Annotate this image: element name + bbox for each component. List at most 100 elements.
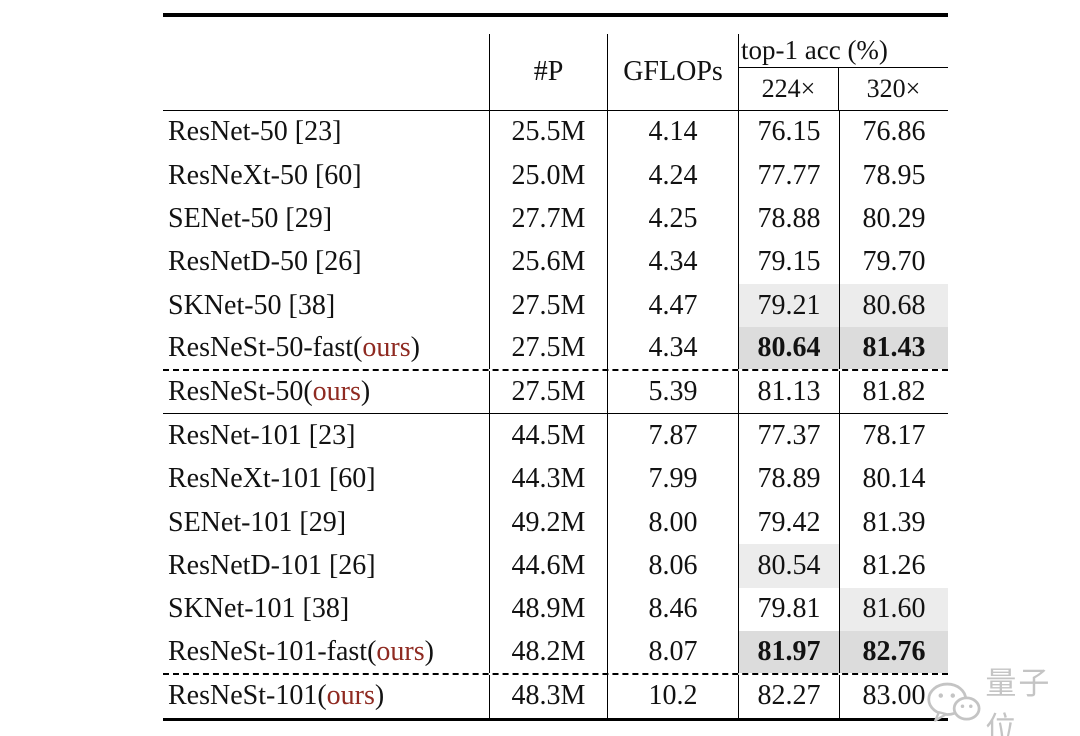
acc320-cell: 81.26 xyxy=(839,544,948,588)
gflops-cell: 4.24 xyxy=(607,153,738,198)
params-cell: 44.5M xyxy=(489,414,607,458)
acc320-cell: 81.43 xyxy=(839,327,948,369)
table-row: ResNeSt-50-fast(ours) 27.5M 4.34 80.64 8… xyxy=(163,327,948,371)
params-cell: 48.2M xyxy=(489,631,607,673)
params-cell: 25.0M xyxy=(489,153,607,198)
model-name: SKNet-101 [38] xyxy=(168,593,350,625)
paren-open: ( xyxy=(353,332,363,364)
acc224-cell: 78.88 xyxy=(738,197,839,241)
acc320-cell: 80.14 xyxy=(839,457,948,502)
params-cell: 25.5M xyxy=(489,110,607,154)
table-row: ResNeSt-101-fast(ours) 48.2M 8.07 81.97 … xyxy=(163,631,948,675)
params-cell: 44.3M xyxy=(489,457,607,502)
model-name-cell: ResNet-50 [23] xyxy=(163,111,489,154)
paren-close: ) xyxy=(360,376,371,408)
paren-open: ( xyxy=(317,680,327,712)
model-name: ResNet-101 [23] xyxy=(168,419,356,451)
model-name-cell: ResNeSt-50-fast(ours) xyxy=(163,327,489,368)
ours-label: ours xyxy=(362,332,411,364)
header-model-spacer xyxy=(163,34,489,110)
wechat-icon xyxy=(927,682,981,722)
acc320-cell: 79.70 xyxy=(839,240,948,285)
params-cell: 27.5M xyxy=(489,284,607,328)
header-gflops: GFLOPs xyxy=(607,33,738,110)
model-name: ResNetD-50 [26] xyxy=(168,246,362,278)
table-row: SENet-50 [29] 27.7M 4.25 78.88 80.29 xyxy=(163,197,948,241)
paren-close: ) xyxy=(410,332,420,364)
acc320-cell: 81.39 xyxy=(839,501,948,545)
acc320-cell: 76.86 xyxy=(839,110,948,154)
table-row: ResNetD-50 [26] 25.6M 4.34 79.15 79.70 xyxy=(163,240,948,285)
acc320-cell: 81.82 xyxy=(839,370,948,414)
acc224-cell: 79.15 xyxy=(738,240,839,285)
table-row: ResNetD-101 [26] 44.6M 8.06 80.54 81.26 xyxy=(163,544,948,588)
gflops-cell: 4.34 xyxy=(607,240,738,285)
table-row: ResNet-101 [23] 44.5M 7.87 77.37 78.17 xyxy=(163,414,948,458)
gflops-cell: 8.46 xyxy=(607,587,738,632)
model-name: ResNeSt-101 xyxy=(168,680,318,712)
acc224-cell: 79.81 xyxy=(738,587,839,632)
watermark: 量子位 xyxy=(926,658,1080,736)
table-row: SKNet-101 [38] 48.9M 8.46 79.81 81.60 xyxy=(163,587,948,632)
gflops-cell: 4.47 xyxy=(607,284,738,328)
model-name: SENet-50 [29] xyxy=(168,202,333,234)
gflops-cell: 7.87 xyxy=(607,414,738,458)
gflops-cell: 8.00 xyxy=(607,501,738,545)
gflops-cell: 4.25 xyxy=(607,197,738,241)
gflops-cell: 8.06 xyxy=(607,544,738,588)
ours-label: ours xyxy=(376,635,425,667)
header-acc-subrow: 224× 320× xyxy=(739,67,948,110)
header-acc-224: 224× xyxy=(739,67,839,110)
paren-open: ( xyxy=(303,376,313,408)
model-name-cell: SENet-101 [29] xyxy=(163,501,489,544)
table-row: ResNet-50 [23] 25.5M 4.14 76.15 76.86 xyxy=(163,110,948,154)
params-cell: 27.5M xyxy=(489,370,607,414)
acc224-cell: 82.27 xyxy=(738,674,839,718)
params-cell: 48.3M xyxy=(489,674,607,718)
model-name-cell: ResNeSt-101(ours) xyxy=(163,675,489,718)
model-name: ResNeSt-101-fast xyxy=(168,635,368,667)
bottom-rule xyxy=(163,717,948,722)
model-name-cell: SKNet-101 [38] xyxy=(163,588,489,631)
acc320-cell: 80.29 xyxy=(839,197,948,241)
table-row: SKNet-50 [38] 27.5M 4.47 79.21 80.68 xyxy=(163,284,948,328)
gflops-cell: 8.07 xyxy=(607,631,738,673)
params-cell: 27.7M xyxy=(489,197,607,241)
acc224-cell: 81.13 xyxy=(738,370,839,414)
gflops-cell: 10.2 xyxy=(607,674,738,718)
acc320-cell: 81.60 xyxy=(839,587,948,632)
model-name: ResNeSt-50-fast xyxy=(168,332,354,364)
table-row: ResNeSt-101(ours) 48.3M 10.2 82.27 83.00 xyxy=(163,674,948,718)
model-name-cell: ResNetD-101 [26] xyxy=(163,544,489,587)
model-name-cell: ResNetD-50 [26] xyxy=(163,241,489,284)
paren-open: ( xyxy=(367,635,377,667)
header-acc-320: 320× xyxy=(866,73,921,103)
model-name: ResNeSt-50 xyxy=(168,376,304,408)
params-cell: 25.6M xyxy=(489,240,607,285)
acc224-cell: 79.21 xyxy=(738,284,839,328)
watermark-text: 量子位 xyxy=(985,666,1052,736)
model-name-cell: ResNet-101 [23] xyxy=(163,414,489,457)
acc320-cell: 82.76 xyxy=(839,631,948,673)
params-cell: 27.5M xyxy=(489,327,607,369)
model-name: ResNeXt-50 [60] xyxy=(168,159,362,191)
params-cell: 48.9M xyxy=(489,587,607,632)
gflops-cell: 4.14 xyxy=(607,110,738,154)
ours-label: ours xyxy=(326,680,375,712)
acc320-cell: 83.00 xyxy=(839,674,948,718)
table-row: SENet-101 [29] 49.2M 8.00 79.42 81.39 xyxy=(163,501,948,545)
model-name: ResNeXt-101 [60] xyxy=(168,463,376,495)
params-cell: 44.6M xyxy=(489,544,607,588)
top-rule xyxy=(163,13,948,17)
model-name-cell: ResNeSt-101-fast(ours) xyxy=(163,631,489,672)
paren-close: ) xyxy=(424,635,434,667)
table-body: ResNet-50 [23] 25.5M 4.14 76.15 76.86 Re… xyxy=(163,110,948,718)
header-acc-title: top-1 acc (%) xyxy=(739,34,948,68)
acc320-cell: 80.68 xyxy=(839,284,948,328)
model-name-cell: ResNeXt-50 [60] xyxy=(163,154,489,197)
model-name: ResNetD-101 [26] xyxy=(168,550,376,582)
acc224-cell: 76.15 xyxy=(738,110,839,154)
acc224-cell: 81.97 xyxy=(738,631,839,673)
table-row: ResNeXt-101 [60] 44.3M 7.99 78.89 80.14 xyxy=(163,457,948,502)
